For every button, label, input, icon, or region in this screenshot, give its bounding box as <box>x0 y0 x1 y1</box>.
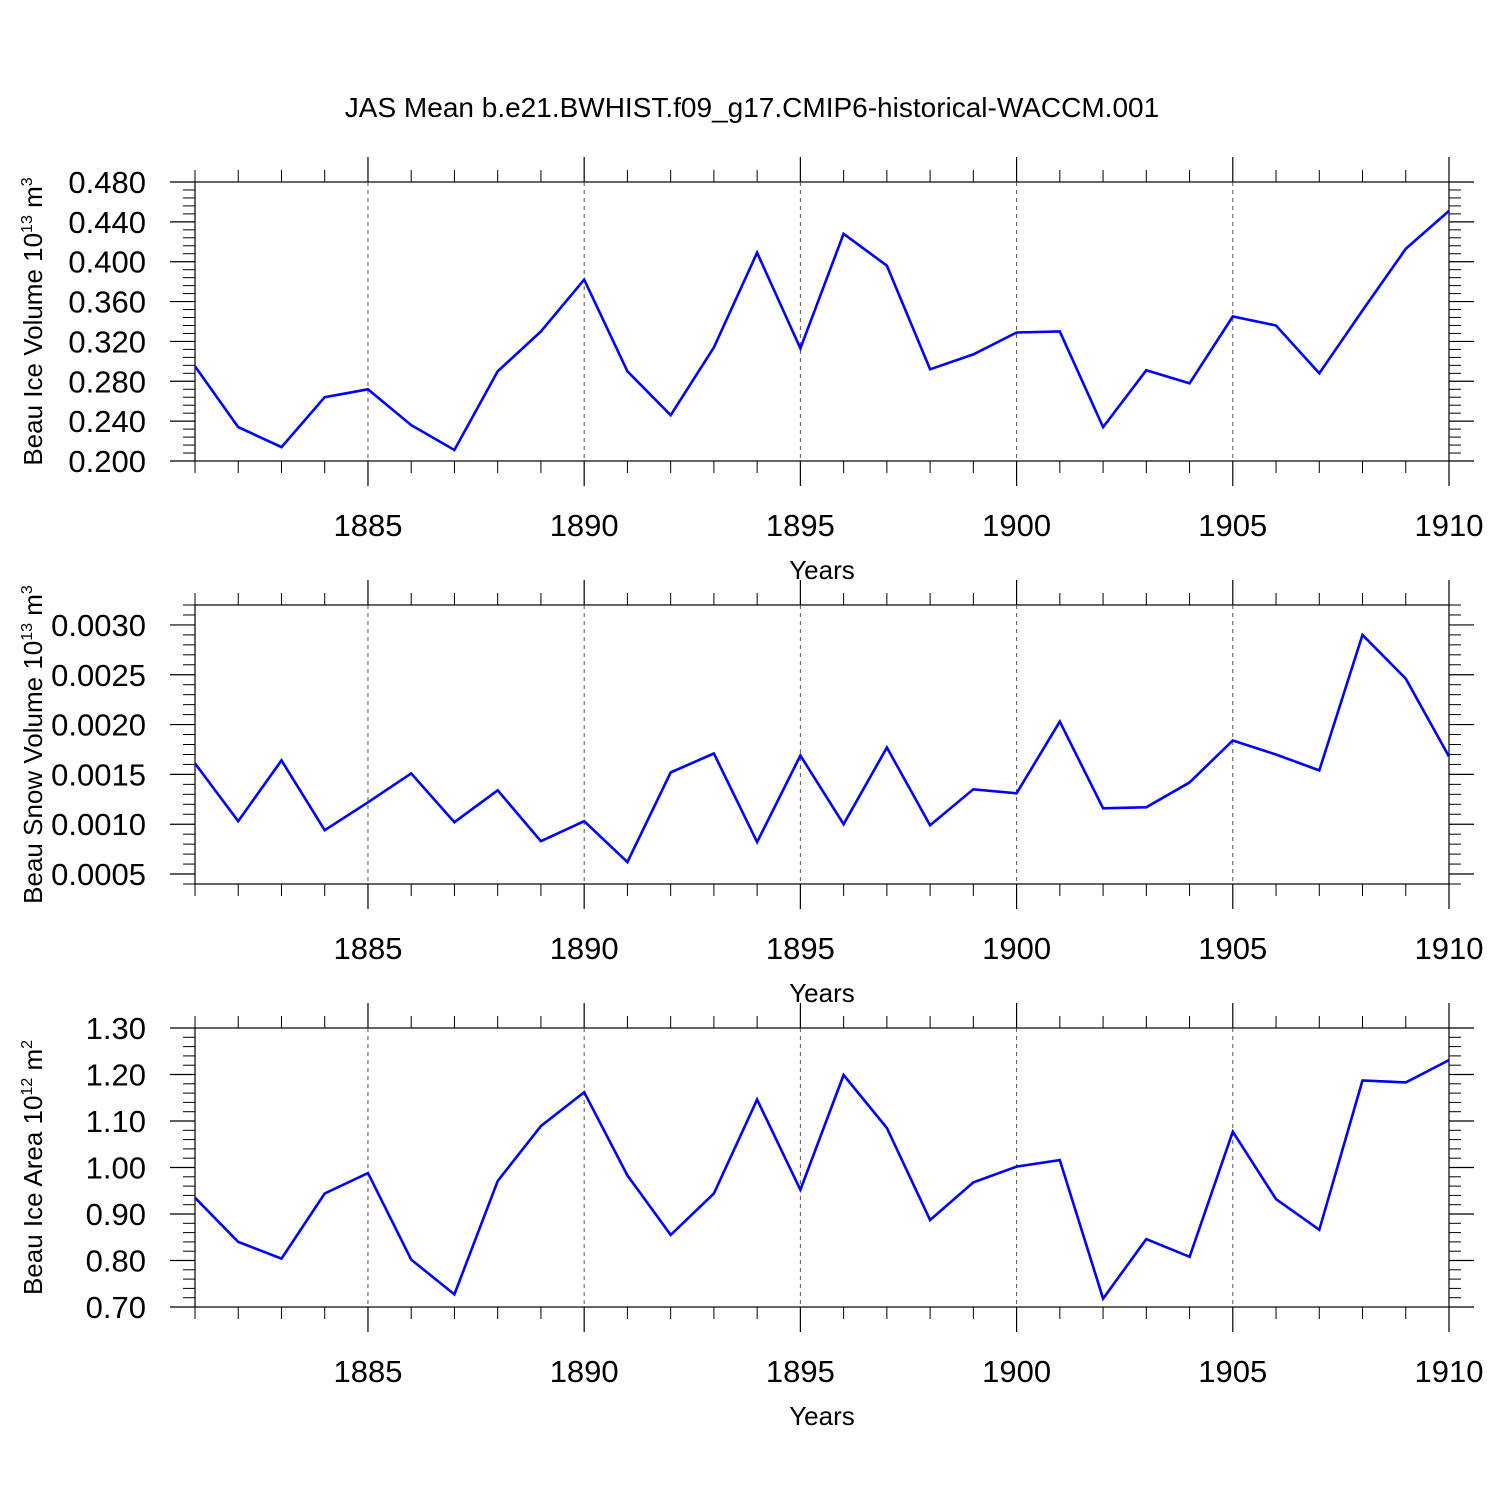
x-tick-label: 1890 <box>550 1354 619 1389</box>
y-tick-label: 0.240 <box>68 404 146 439</box>
series-line <box>194 1058 1450 1302</box>
y-axis-title-unit-exponent: 3 <box>19 585 36 594</box>
y-tick-label: 0.320 <box>68 324 146 359</box>
y-axis-title-exponent: 13 <box>19 623 36 641</box>
x-tick-label: 1900 <box>982 1354 1051 1389</box>
y-tick-label: 0.440 <box>68 205 146 240</box>
x-tick-label: 1890 <box>550 508 619 543</box>
chart-title: JAS Mean b.e21.BWHIST.f09_g17.CMIP6-hist… <box>345 92 1159 123</box>
x-tick-label: 1910 <box>1415 508 1484 543</box>
y-tick-label: 1.30 <box>86 1011 146 1046</box>
y-axis-title-unit-exponent: 3 <box>19 177 36 186</box>
chart-panel-2: 1885 1890 1895 1900 1905 1910 0.0005 0.0010 0.00… <box>18 580 1483 1008</box>
y-tick-label: 0.200 <box>68 444 146 479</box>
x-tick-label: 1895 <box>766 931 835 966</box>
x-tick-label: 1905 <box>1198 508 1267 543</box>
x-tick-label: 1910 <box>1415 1354 1484 1389</box>
y-axis-title: Beau Ice Area 1012 m2 <box>18 1040 48 1295</box>
y-tick-label: 0.0010 <box>51 807 146 842</box>
y-axis-title-exponent: 12 <box>19 1078 36 1096</box>
y-tick-label: 0.360 <box>68 285 146 320</box>
y-tick-label: 1.00 <box>86 1151 146 1186</box>
x-tick-label: 1905 <box>1198 931 1267 966</box>
y-axis-title-exponent: 13 <box>19 215 36 233</box>
plot-frame <box>194 1027 1450 1308</box>
y-tick-label: 0.70 <box>86 1290 146 1325</box>
y-tick-label: 0.0015 <box>51 757 146 792</box>
y-tick-label: 0.280 <box>68 364 146 399</box>
y-axis-title-main: Beau Ice Area 10 <box>18 1096 48 1295</box>
x-tick-label: 1910 <box>1415 931 1484 966</box>
y-tick-label: 0.0030 <box>51 608 146 643</box>
y-axis-title-unit-exponent: 2 <box>19 1040 36 1049</box>
y-axis-title: Beau Ice Volume 1013 m3 <box>18 177 48 465</box>
y-tick-label: 0.90 <box>86 1197 146 1232</box>
y-axis-title-unit: m <box>18 594 48 623</box>
y-axis-title-main: Beau Snow Volume 10 <box>18 641 48 904</box>
plot-frame <box>194 181 1450 462</box>
x-tick-label: 1885 <box>333 508 402 543</box>
x-tick-label: 1895 <box>766 1354 835 1389</box>
x-tick-label: 1885 <box>333 931 402 966</box>
y-axis-title-unit: m <box>18 186 48 215</box>
series-line <box>193 632 1451 865</box>
x-tick-label: 1900 <box>982 931 1051 966</box>
y-axis-title-unit: m <box>18 1049 48 1078</box>
y-tick-label: 0.0025 <box>51 658 146 693</box>
y-axis-title-main: Beau Ice Volume 10 <box>18 233 48 466</box>
y-tick-label: 0.0020 <box>51 708 146 743</box>
x-axis-title: Years <box>789 555 855 585</box>
y-axis-title: Beau Snow Volume 1013 m3 <box>18 585 48 904</box>
plot-frame <box>194 604 1450 885</box>
chart-panel-1: 1885 1890 1895 1900 1905 1910 0.200 0.240 0.280 0… <box>18 157 1483 585</box>
series-line <box>193 209 1450 452</box>
y-tick-label: 0.400 <box>68 245 146 280</box>
y-tick-label: 1.20 <box>86 1058 146 1093</box>
y-tick-label: 0.80 <box>86 1244 146 1279</box>
x-tick-label: 1905 <box>1198 1354 1267 1389</box>
x-axis-title: Years <box>789 978 855 1008</box>
y-tick-label: 1.10 <box>86 1104 146 1139</box>
x-tick-label: 1900 <box>982 508 1051 543</box>
x-tick-label: 1890 <box>550 931 619 966</box>
y-tick-label: 0.480 <box>68 165 146 200</box>
panels: 1885 1890 1895 1900 1905 1910 0.200 0.240 0.280 0… <box>18 157 1483 1431</box>
x-tick-label: 1885 <box>333 1354 402 1389</box>
x-tick-label: 1895 <box>766 508 835 543</box>
x-axis-title: Years <box>789 1401 855 1431</box>
chart-panel-3: 1885 1890 1895 1900 1905 1910 0.70 0.80 0.90 1.00… <box>18 1003 1483 1431</box>
y-tick-label: 0.0005 <box>51 857 146 892</box>
